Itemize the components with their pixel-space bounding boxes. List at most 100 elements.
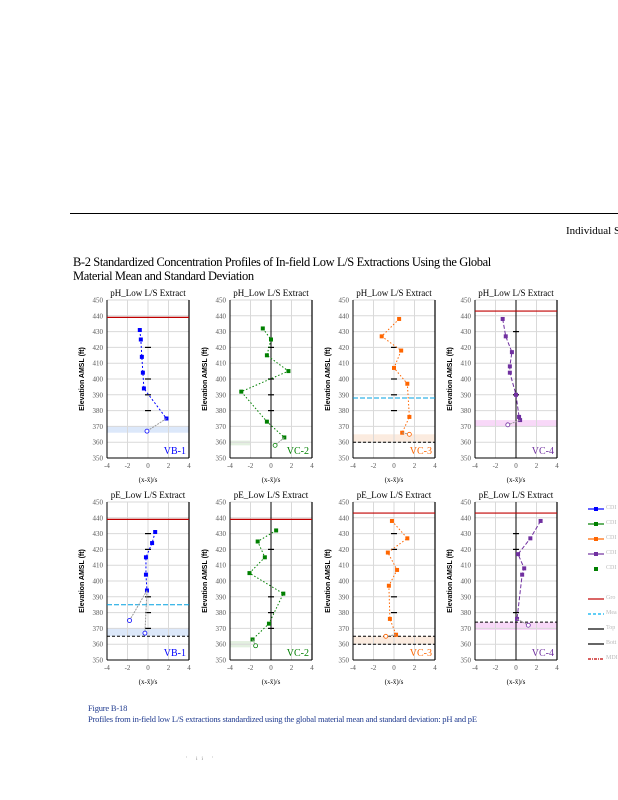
- x-tick-label: -2: [493, 462, 499, 470]
- y-tick-label: 380: [216, 609, 227, 617]
- legend-item: CDI: [588, 565, 618, 575]
- data-point: [286, 369, 291, 374]
- x-tick-label: -2: [371, 462, 377, 470]
- data-point: [397, 316, 402, 321]
- x-tick-label: 4: [555, 664, 559, 672]
- nondetect-point: [142, 630, 148, 636]
- legend-item: CDI: [588, 520, 618, 530]
- data-series-line: [248, 530, 284, 640]
- y-tick-label: 430: [339, 530, 350, 538]
- chart-ph-vc-2: pH_Low L/S Extract 350 360 370 380 390 400 410 4…: [202, 288, 314, 484]
- chart-title: pH_Low L/S Extract: [233, 288, 309, 298]
- legend-label: MDI: [606, 655, 618, 661]
- legend-swatch-icon: [588, 628, 604, 630]
- x-tick-label: -4: [227, 462, 233, 470]
- y-tick-label: 350: [461, 455, 472, 463]
- y-tick-label: 430: [461, 328, 472, 336]
- x-tick-label: 0: [514, 664, 518, 672]
- y-tick-label: 370: [93, 423, 104, 431]
- y-tick-label: 430: [339, 328, 350, 336]
- page-number: ' ii ': [186, 757, 218, 762]
- x-tick-label: 2: [167, 664, 171, 672]
- legend-item: Gro: [588, 595, 618, 605]
- running-header: Individual Sp: [566, 225, 618, 237]
- y-tick-label: 360: [339, 641, 350, 649]
- x-tick-label: 0: [392, 664, 396, 672]
- x-tick-label: 0: [146, 664, 150, 672]
- nondetect-connector: [129, 590, 148, 621]
- y-tick-label: 420: [339, 546, 350, 554]
- y-tick-label: 400: [216, 376, 227, 384]
- y-tick-label: 450: [461, 499, 472, 507]
- legend-item: MDI: [588, 655, 618, 665]
- nondetect-point: [144, 428, 150, 434]
- chart-pe-vc-4: pE_Low L/S Extract 350 360 370 380 390 400 410 4…: [447, 490, 559, 686]
- legend-swatch-icon: [588, 507, 604, 511]
- y-tick-label: 390: [93, 391, 104, 399]
- x-tick-label: 0: [146, 462, 150, 470]
- data-point: [266, 621, 271, 626]
- y-tick-label: 380: [339, 609, 350, 617]
- legend-label: CDI: [606, 535, 617, 541]
- y-tick-label: 420: [216, 546, 227, 554]
- data-point: [274, 528, 279, 533]
- data-point: [395, 567, 400, 572]
- y-tick-label: 360: [339, 439, 350, 447]
- data-point: [386, 583, 391, 588]
- y-tick-label: 360: [461, 641, 472, 649]
- x-tick-label: -2: [371, 664, 377, 672]
- nondetect-point: [406, 431, 412, 437]
- y-tick-label: 430: [216, 530, 227, 538]
- y-tick-label: 440: [93, 312, 104, 320]
- y-tick-label: 360: [93, 641, 104, 649]
- x-tick-label: -2: [248, 462, 254, 470]
- chart-title: pH_Low L/S Extract: [356, 288, 432, 298]
- y-axis-label: Elevation AMSL (ft): [202, 347, 209, 411]
- data-point: [137, 328, 142, 333]
- y-tick-label: 410: [461, 360, 472, 368]
- y-tick-label: 440: [216, 514, 227, 522]
- data-point: [239, 389, 244, 394]
- y-tick-label: 400: [461, 376, 472, 384]
- y-tick-label: 390: [93, 593, 104, 601]
- section-heading: B-2 Standardized Concentration Profiles …: [73, 255, 491, 283]
- data-series-line: [139, 329, 167, 419]
- x-tick-label: 4: [187, 462, 191, 470]
- data-point: [138, 337, 143, 342]
- data-point: [520, 572, 525, 577]
- y-tick-label: 380: [461, 407, 472, 415]
- data-point: [509, 350, 514, 355]
- legend-item: Top: [588, 625, 618, 635]
- y-tick-label: 350: [216, 455, 227, 463]
- y-tick-label: 370: [339, 423, 350, 431]
- y-tick-label: 410: [93, 360, 104, 368]
- chart-pe-vc-2: pE_Low L/S Extract 350 360 370 380 390 400 410 4…: [202, 490, 314, 686]
- data-point: [264, 353, 269, 358]
- data-point: [150, 541, 155, 546]
- legend-swatch-icon: [594, 567, 598, 571]
- y-tick-label: 450: [216, 297, 227, 305]
- y-tick-label: 440: [339, 514, 350, 522]
- y-tick-label: 380: [461, 609, 472, 617]
- y-tick-label: 350: [339, 455, 350, 463]
- y-tick-label: 380: [93, 609, 104, 617]
- y-tick-label: 350: [93, 657, 104, 665]
- data-point: [514, 392, 518, 397]
- x-tick-label: 0: [392, 462, 396, 470]
- data-point: [153, 530, 158, 535]
- data-point: [282, 435, 287, 440]
- chart-title: pE_Low L/S Extract: [479, 490, 554, 500]
- y-tick-label: 390: [339, 593, 350, 601]
- data-point: [507, 370, 512, 375]
- y-tick-label: 360: [216, 641, 227, 649]
- y-tick-label: 400: [461, 578, 472, 586]
- nondetect-point: [525, 622, 531, 628]
- y-tick-label: 360: [93, 439, 104, 447]
- x-tick-label: 2: [413, 664, 417, 672]
- nondetect-point: [127, 618, 132, 623]
- y-tick-label: 390: [339, 391, 350, 399]
- x-tick-label: 2: [535, 462, 539, 470]
- data-point: [528, 536, 533, 541]
- data-series-line: [240, 328, 290, 438]
- y-tick-label: 450: [339, 297, 350, 305]
